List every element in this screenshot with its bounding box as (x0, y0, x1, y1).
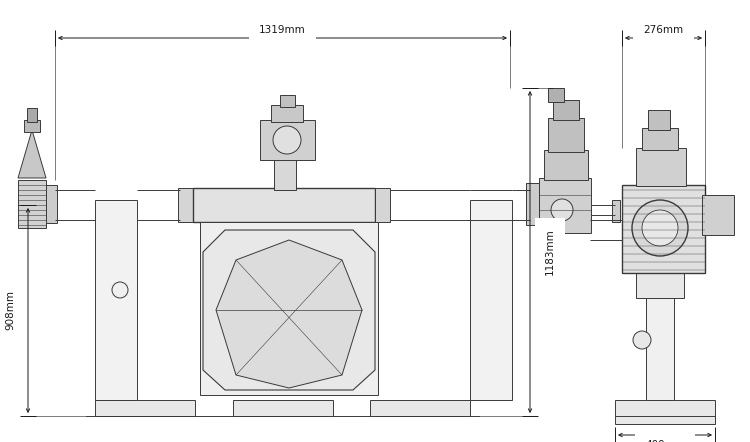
Bar (24, 120, 40, 132)
Text: 1319mm: 1319mm (260, 25, 306, 35)
Circle shape (632, 200, 688, 256)
Circle shape (273, 126, 301, 154)
Polygon shape (216, 240, 362, 388)
Bar (178, 188, 193, 222)
Bar (539, 178, 591, 233)
Bar (200, 222, 378, 395)
Bar (470, 200, 512, 400)
Text: 400mm: 400mm (645, 440, 685, 442)
Text: 276mm: 276mm (644, 25, 683, 35)
Polygon shape (203, 230, 375, 390)
Bar (370, 400, 470, 416)
Text: 1183mm: 1183mm (545, 229, 555, 275)
Bar (615, 400, 715, 424)
Bar (622, 185, 705, 273)
Circle shape (112, 282, 128, 298)
Bar (95, 200, 137, 400)
Bar (526, 183, 539, 225)
Bar (95, 400, 195, 416)
Bar (648, 110, 670, 130)
Bar (636, 148, 686, 186)
Bar (548, 118, 584, 152)
Bar (642, 128, 678, 150)
Bar (636, 270, 684, 298)
Bar (375, 188, 390, 222)
Circle shape (633, 331, 651, 349)
Text: 908mm: 908mm (5, 290, 15, 331)
Circle shape (551, 199, 573, 221)
Bar (193, 188, 375, 222)
Bar (702, 195, 734, 235)
Circle shape (642, 210, 678, 246)
Bar (44, 185, 57, 223)
Bar (233, 400, 333, 416)
Bar (271, 105, 303, 122)
Bar (274, 158, 296, 190)
Bar (544, 150, 588, 180)
Bar (27, 108, 37, 122)
Bar (280, 95, 295, 107)
Bar (548, 88, 564, 102)
Polygon shape (18, 130, 46, 178)
Bar (553, 100, 579, 120)
Bar (646, 295, 674, 400)
Bar (612, 200, 620, 222)
Bar (18, 180, 46, 228)
Bar (260, 120, 315, 160)
